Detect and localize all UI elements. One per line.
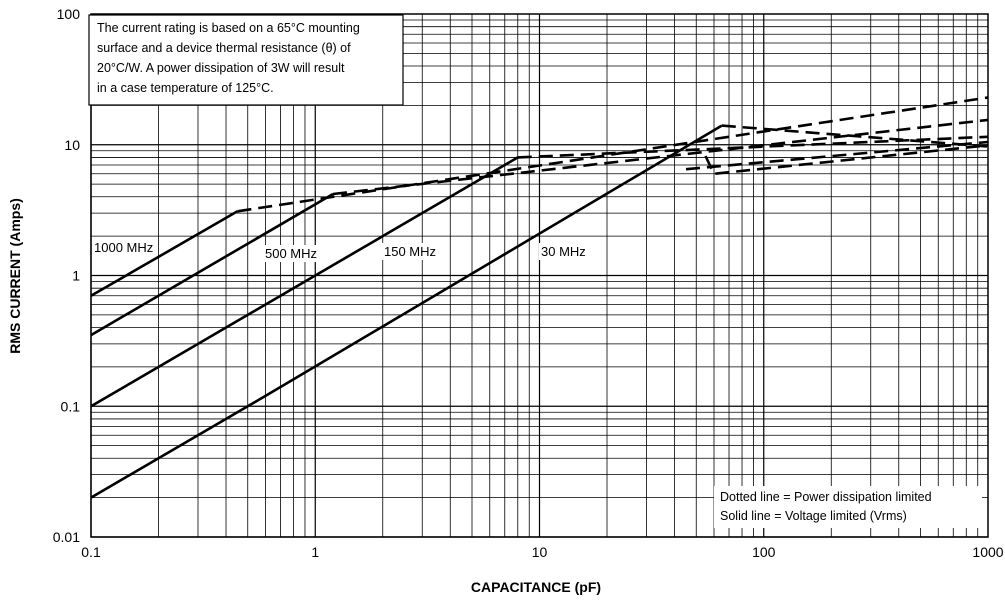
- legend-solid-line: Solid line = Voltage limited (Vrms): [720, 509, 907, 523]
- note-line-2: surface and a device thermal resistance …: [97, 41, 351, 55]
- series-label-background: [92, 239, 156, 256]
- series-label: 30 MHz: [541, 244, 586, 259]
- series-line-power-limited: [721, 124, 989, 148]
- series-label-background: [539, 243, 588, 260]
- y-tick-label: 100: [57, 6, 81, 22]
- y-tick-label: 0.1: [61, 398, 81, 414]
- series-line-voltage-limited: [90, 156, 519, 408]
- y-axis-title: RMS CURRENT (Amps): [7, 198, 23, 354]
- series-label: 500 MHz: [265, 246, 317, 261]
- x-tick-label: 0.1: [81, 544, 101, 560]
- x-tick-label: 10: [532, 544, 548, 560]
- legend-box: Dotted line = Power dissipation limited …: [714, 486, 982, 528]
- series-line-voltage-limited: [90, 192, 334, 337]
- series-line-power-limited: [332, 118, 989, 196]
- plot-frame: [90, 13, 989, 538]
- x-tick-label: 1: [311, 544, 319, 560]
- x-axis-title: CAPACITANCE (pF): [471, 579, 601, 595]
- series-layer: [90, 96, 989, 499]
- y-tick-label: 1: [72, 268, 80, 284]
- legend-dotted-line: Dotted line = Power dissipation limited: [720, 490, 932, 504]
- y-tick-label: 10: [64, 137, 80, 153]
- series-line-power-limited: [517, 135, 989, 159]
- series-line-power-limited: [704, 144, 989, 176]
- series-label-background: [382, 243, 439, 260]
- note-box: The current rating is based on a 65°C mo…: [88, 14, 404, 106]
- series-line-voltage-limited: [90, 124, 723, 499]
- y-tick-label: 0.01: [53, 529, 80, 545]
- x-tick-label: 1000: [972, 544, 1003, 560]
- note-box-frame: [88, 14, 404, 106]
- series-label-background: [263, 245, 320, 262]
- series-label: 1000 MHz: [94, 240, 153, 255]
- series-line-voltage-limited: [90, 210, 239, 297]
- series-label: 150 MHz: [384, 244, 436, 259]
- x-tick-label: 100: [752, 544, 776, 560]
- note-line-3: 20°C/W. A power dissipation of 3W will r…: [97, 61, 345, 75]
- legend-box-background: [714, 486, 982, 528]
- note-line-4: in a case temperature of 125°C.: [97, 81, 274, 95]
- series-line-power-limited: [685, 140, 989, 171]
- note-line-1: The current rating is based on a 65°C mo…: [97, 21, 360, 35]
